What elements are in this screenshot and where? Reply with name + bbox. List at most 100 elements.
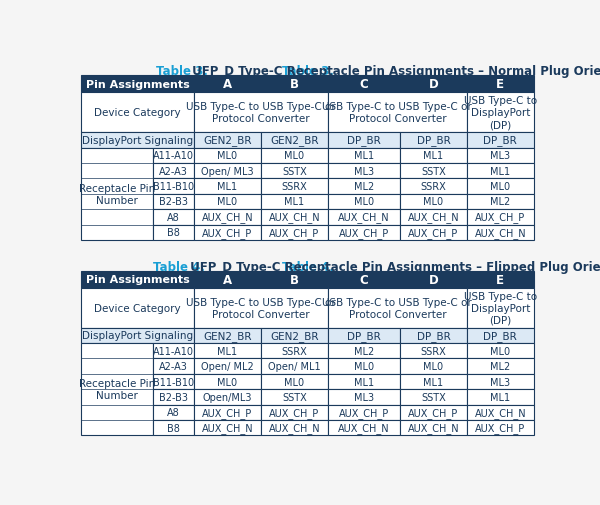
Bar xyxy=(81,271,194,288)
Bar xyxy=(400,133,467,148)
Bar xyxy=(261,405,328,420)
Bar xyxy=(81,288,194,328)
Text: DP_BR: DP_BR xyxy=(347,135,381,146)
Bar xyxy=(261,420,328,436)
Bar xyxy=(400,148,467,164)
Text: A2-A3: A2-A3 xyxy=(159,362,188,372)
Bar xyxy=(467,420,534,436)
Text: ML3: ML3 xyxy=(490,151,511,161)
Text: ML0: ML0 xyxy=(284,151,304,161)
Bar xyxy=(194,148,261,164)
Text: C: C xyxy=(359,273,368,286)
Bar xyxy=(154,148,194,164)
Text: B8: B8 xyxy=(167,228,180,238)
Text: ML1: ML1 xyxy=(354,151,374,161)
Text: AUX_CH_N: AUX_CH_N xyxy=(338,423,390,433)
Bar xyxy=(467,225,534,240)
Text: ML0: ML0 xyxy=(217,197,238,207)
Text: Pin Assignments: Pin Assignments xyxy=(86,275,190,285)
Bar xyxy=(154,405,194,420)
Text: Device Category: Device Category xyxy=(94,303,181,313)
Bar xyxy=(261,179,328,194)
Text: ML1: ML1 xyxy=(217,346,238,356)
Bar xyxy=(194,405,261,420)
Bar xyxy=(194,420,261,436)
Text: ML0: ML0 xyxy=(284,377,304,387)
Text: ML0: ML0 xyxy=(490,346,511,356)
Text: SSTX: SSTX xyxy=(282,392,307,402)
Bar xyxy=(467,288,534,328)
Bar xyxy=(328,420,400,436)
Text: B11-B10: B11-B10 xyxy=(153,182,194,191)
Bar xyxy=(194,288,328,328)
Bar xyxy=(467,359,534,374)
Bar xyxy=(328,405,400,420)
Bar xyxy=(400,194,467,210)
Bar xyxy=(194,343,261,359)
Text: AUX_CH_N: AUX_CH_N xyxy=(407,423,459,433)
Bar xyxy=(261,133,328,148)
Bar xyxy=(261,374,328,389)
Text: ML1: ML1 xyxy=(424,151,443,161)
Text: D: D xyxy=(428,78,439,91)
Text: AUX_CH_N: AUX_CH_N xyxy=(407,212,459,223)
Text: AUX_CH_P: AUX_CH_P xyxy=(269,227,319,238)
Bar xyxy=(328,288,467,328)
Text: ML1: ML1 xyxy=(217,182,238,191)
Text: AUX_CH_P: AUX_CH_P xyxy=(202,227,253,238)
Text: DP_BR: DP_BR xyxy=(416,330,451,341)
Bar xyxy=(154,164,194,179)
Text: A2-A3: A2-A3 xyxy=(159,166,188,176)
Bar xyxy=(154,389,194,405)
Bar xyxy=(328,164,400,179)
Text: A: A xyxy=(223,78,232,91)
Text: Receptacle Pin
Number: Receptacle Pin Number xyxy=(79,379,155,400)
Text: E: E xyxy=(496,78,505,91)
Bar xyxy=(467,405,534,420)
Bar xyxy=(467,133,534,148)
Text: B8: B8 xyxy=(167,423,180,433)
Text: AUX_CH_P: AUX_CH_P xyxy=(269,407,319,418)
Bar xyxy=(328,76,400,93)
Bar xyxy=(467,164,534,179)
Bar xyxy=(194,271,261,288)
Bar xyxy=(467,93,534,133)
Text: ML2: ML2 xyxy=(354,346,374,356)
Bar xyxy=(194,210,261,225)
Bar xyxy=(154,343,194,359)
Text: B11-B10: B11-B10 xyxy=(153,377,194,387)
Bar xyxy=(194,328,261,343)
Bar xyxy=(261,359,328,374)
Bar xyxy=(328,194,400,210)
Text: DisplayPort Signaling: DisplayPort Signaling xyxy=(82,331,193,341)
Text: USB Type-C to USB Type-C or
Protocol Converter: USB Type-C to USB Type-C or Protocol Con… xyxy=(186,102,336,124)
Text: UFP_D Type-C Receptacle Pin Assignments – Flipped Plug Orientation: UFP_D Type-C Receptacle Pin Assignments … xyxy=(187,261,600,273)
Text: USB Type-C to USB Type-C or
Protocol Converter: USB Type-C to USB Type-C or Protocol Con… xyxy=(322,297,472,319)
Text: ML0: ML0 xyxy=(424,362,443,372)
Bar xyxy=(154,179,194,194)
Text: AUX_CH_N: AUX_CH_N xyxy=(202,423,253,433)
Text: Open/ML3: Open/ML3 xyxy=(203,392,252,402)
Text: AUX_CH_P: AUX_CH_P xyxy=(475,212,526,223)
Text: AUX_CH_P: AUX_CH_P xyxy=(339,227,389,238)
Bar xyxy=(467,328,534,343)
Bar xyxy=(400,405,467,420)
Bar xyxy=(194,179,261,194)
Bar xyxy=(400,420,467,436)
Bar xyxy=(467,389,534,405)
Bar xyxy=(81,148,154,240)
Bar xyxy=(328,133,400,148)
Bar xyxy=(467,374,534,389)
Bar xyxy=(261,271,328,288)
Bar xyxy=(400,271,467,288)
Text: AUX_CH_P: AUX_CH_P xyxy=(409,407,458,418)
Text: AUX_CH_P: AUX_CH_P xyxy=(475,423,526,433)
Text: USB Type-C to USB Type-C or
Protocol Converter: USB Type-C to USB Type-C or Protocol Con… xyxy=(322,102,472,124)
Bar xyxy=(261,164,328,179)
Text: AUX_CH_N: AUX_CH_N xyxy=(269,423,320,433)
Text: UFP_D Type-C Receptacle Pin Assignments – Normal Plug Orientation: UFP_D Type-C Receptacle Pin Assignments … xyxy=(188,65,600,78)
Bar xyxy=(261,210,328,225)
Text: Table 3.: Table 3. xyxy=(155,65,208,78)
Text: B2-B3: B2-B3 xyxy=(159,392,188,402)
Bar xyxy=(328,225,400,240)
